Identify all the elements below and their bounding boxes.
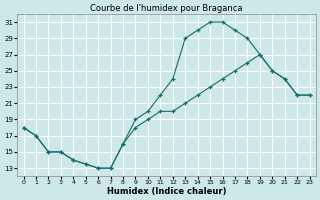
Title: Courbe de l'humidex pour Braganca: Courbe de l'humidex pour Braganca	[90, 4, 243, 13]
X-axis label: Humidex (Indice chaleur): Humidex (Indice chaleur)	[107, 187, 226, 196]
